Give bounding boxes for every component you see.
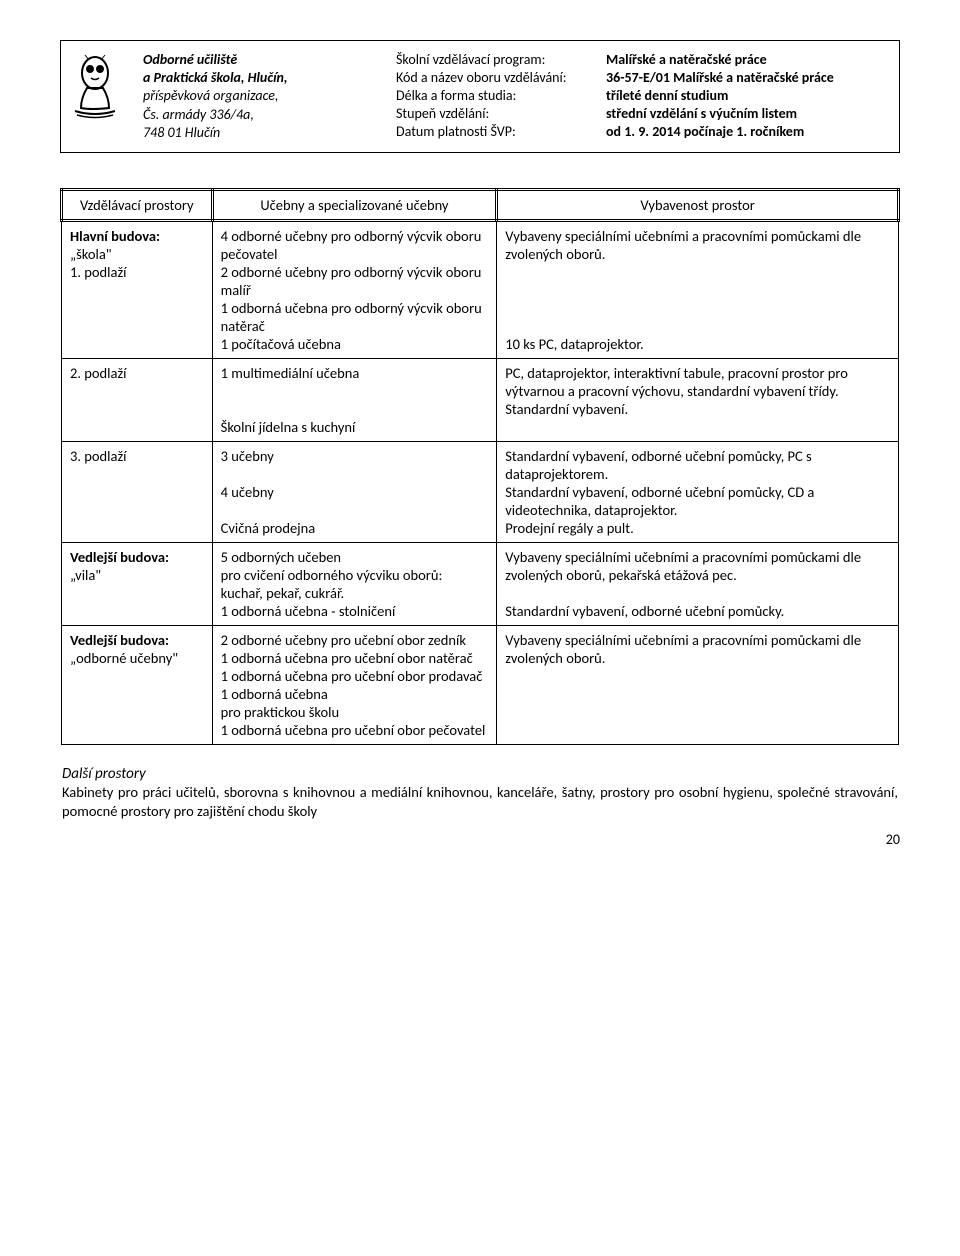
cell-equipment: Vybaveny speciálními učebními a pracovní…: [497, 542, 899, 625]
school-line5: 748 01 Hlučín: [143, 124, 378, 142]
logo-column: [71, 51, 125, 142]
cell-classrooms: 5 odborných učeben pro cvičení odborného…: [212, 542, 497, 625]
table-body: Hlavní budova:„škola"1. podlaží4 odborné…: [62, 220, 899, 744]
program-value: od 1. 9. 2014 počínaje 1. ročníkem: [606, 123, 881, 140]
school-line4: Čs. armády 336/4a,: [143, 106, 378, 124]
table-row: 3. podlaží3 učebny 4 učebny Cvičná prode…: [62, 441, 899, 542]
cell-equipment: Vybaveny speciálními učebními a pracovní…: [497, 220, 899, 358]
program-label: Délka a forma studia:: [396, 87, 606, 104]
school-line1: Odborné učiliště: [143, 51, 378, 69]
th-col1: Vzdělávací prostory: [62, 189, 213, 220]
cell-space: 2. podlaží: [62, 358, 213, 441]
program-label: Stupeň vzdělání:: [396, 105, 606, 122]
cell-equipment: PC, dataprojektor, interaktivní tabule, …: [497, 358, 899, 441]
th-col3: Vybavenost prostor: [497, 189, 899, 220]
school-line3: příspěvková organizace,: [143, 87, 378, 105]
school-logo-icon: [71, 53, 119, 125]
table-row: 2. podlaží1 multimediální učebna Školní …: [62, 358, 899, 441]
cell-equipment: Standardní vybavení, odborné učební pomů…: [497, 441, 899, 542]
program-label: Kód a název oboru vzdělávání:: [396, 69, 606, 86]
program-value: střední vzdělání s výučním listem: [606, 105, 881, 122]
school-info: Odborné učiliště a Praktická škola, Hluč…: [143, 51, 378, 142]
table-row: Hlavní budova:„škola"1. podlaží4 odborné…: [62, 220, 899, 358]
footer-title: Další prostory: [62, 765, 898, 783]
cell-space: 3. podlaží: [62, 441, 213, 542]
program-info: Školní vzdělávací program:Malířské a nat…: [396, 51, 881, 142]
table-row: Vedlejší budova:„odborné učebny"2 odborn…: [62, 625, 899, 744]
cell-space: Vedlejší budova:„odborné učebny": [62, 625, 213, 744]
school-line2: a Praktická škola, Hlučín,: [143, 69, 378, 87]
program-label: Datum platnosti ŠVP:: [396, 123, 606, 140]
cell-classrooms: 2 odborné učebny pro učební obor zedník …: [212, 625, 497, 744]
program-value: tříleté denní studium: [606, 87, 881, 104]
cell-classrooms: 4 odborné učebny pro odborný výcvik obor…: [212, 220, 497, 358]
header-box: Odborné učiliště a Praktická škola, Hluč…: [60, 40, 900, 153]
cell-classrooms: 3 učebny 4 učebny Cvičná prodejna: [212, 441, 497, 542]
program-label: Školní vzdělávací program:: [396, 51, 606, 68]
program-value: Malířské a natěračské práce: [606, 51, 881, 68]
table-row: Vedlejší budova:„vila"5 odborných učeben…: [62, 542, 899, 625]
cell-space: Hlavní budova:„škola"1. podlaží: [62, 220, 213, 358]
th-col2: Učebny a specializované učebny: [212, 189, 497, 220]
footer-text: Kabinety pro práci učitelů, sborovna s k…: [62, 783, 898, 821]
footer-section: Další prostory Kabinety pro práci učitel…: [60, 765, 900, 821]
cell-equipment: Vybaveny speciálními učebními a pracovní…: [497, 625, 899, 744]
page-number: 20: [60, 831, 900, 848]
cell-space: Vedlejší budova:„vila": [62, 542, 213, 625]
program-value: 36-57-E/01 Malířské a natěračské práce: [606, 69, 881, 86]
spaces-table: Vzdělávací prostory Učebny a specializov…: [60, 188, 900, 745]
cell-classrooms: 1 multimediální učebna Školní jídelna s …: [212, 358, 497, 441]
